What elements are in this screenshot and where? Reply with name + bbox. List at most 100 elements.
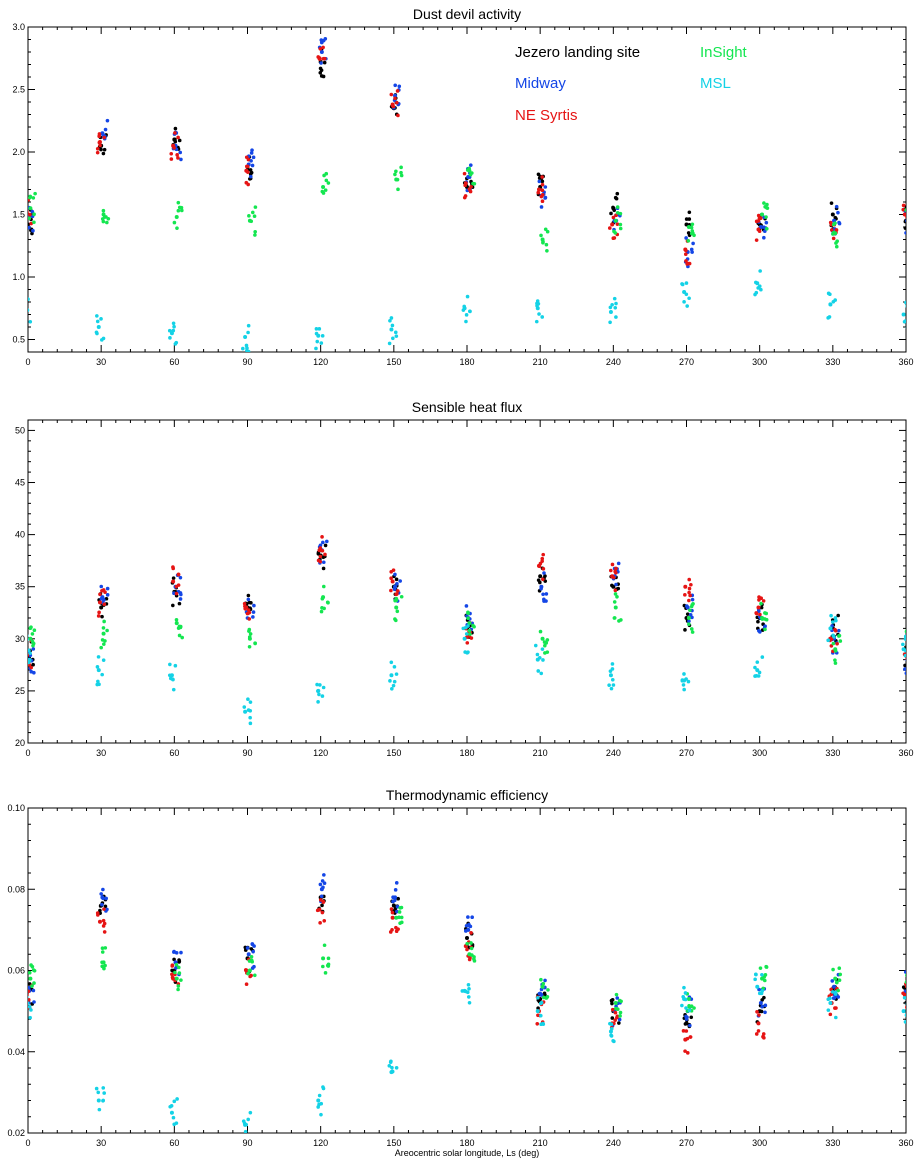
point-ne-syrtis (28, 989, 31, 994)
point-ne-syrtis (249, 973, 253, 978)
point-msl (758, 269, 762, 273)
point-ne-syrtis (541, 567, 546, 571)
point-insight (690, 630, 695, 634)
point-msl (753, 977, 757, 982)
point-msl (535, 301, 539, 306)
point-midway (250, 966, 255, 970)
point-insight (763, 627, 767, 632)
point-ne-syrtis (689, 582, 693, 587)
point-ne-syrtis (23, 220, 27, 224)
point-jezero-landing-site (830, 212, 835, 217)
point-ne-syrtis (97, 140, 102, 145)
point-msl (535, 1009, 540, 1014)
point-jezero-landing-site (611, 205, 615, 210)
point-msl (22, 310, 26, 314)
point-ne-syrtis (98, 592, 102, 597)
point-midway (617, 1017, 622, 1022)
x-tick-label: 360 (898, 748, 913, 758)
point-midway (760, 1004, 764, 1009)
point-midway (906, 656, 910, 660)
point-msl (537, 655, 542, 660)
point-midway (99, 892, 103, 896)
point-msl (315, 682, 319, 687)
point-msl (244, 343, 249, 348)
point-midway (615, 996, 620, 1000)
point-jezero-landing-site (829, 201, 834, 205)
point-midway (541, 592, 545, 597)
point-msl (24, 647, 28, 651)
point-ne-syrtis (246, 170, 250, 174)
point-insight (31, 968, 36, 972)
point-jezero-landing-site (249, 947, 254, 951)
point-midway (543, 978, 547, 983)
point-ne-syrtis (315, 908, 320, 913)
point-msl (28, 1015, 32, 1020)
point-ne-syrtis (321, 900, 326, 904)
point-insight (905, 973, 906, 977)
point-msl (753, 280, 758, 285)
point-insight (394, 915, 399, 920)
point-msl (319, 1112, 323, 1117)
point-ne-syrtis (687, 586, 692, 591)
point-insight (689, 627, 694, 631)
point-msl (392, 679, 397, 684)
point-jezero-landing-site (909, 655, 913, 659)
point-insight (100, 946, 105, 951)
point-msl (246, 1117, 251, 1122)
point-msl (248, 709, 253, 713)
point-midway (910, 647, 914, 651)
point-ne-syrtis (536, 190, 541, 195)
point-ne-syrtis (102, 907, 106, 911)
point-msl (901, 312, 906, 317)
point-jezero-landing-site (319, 68, 324, 73)
y-tick-label: 40 (15, 530, 25, 540)
point-midway (684, 1014, 688, 1019)
point-midway (322, 873, 326, 877)
point-msl (22, 298, 26, 302)
point-ne-syrtis (469, 931, 473, 935)
point-insight (469, 946, 474, 951)
y-tick-label: 2.5 (12, 85, 25, 95)
point-msl (94, 1086, 99, 1091)
point-midway (391, 895, 395, 899)
point-midway (687, 619, 691, 623)
y-tick-label: 0.06 (7, 966, 25, 976)
x-tick-label: 90 (242, 1138, 252, 1148)
point-insight (177, 971, 182, 975)
point-insight (28, 216, 32, 221)
point-insight (545, 995, 550, 999)
point-ne-syrtis (176, 135, 180, 140)
point-msl (28, 308, 30, 312)
point-midway (32, 1000, 36, 1004)
point-insight (613, 1001, 618, 1005)
point-ne-syrtis (469, 184, 473, 189)
x-tick-label: 270 (679, 1138, 694, 1148)
point-ne-syrtis (246, 157, 251, 162)
point-msl (903, 653, 906, 658)
point-jezero-landing-site (903, 226, 906, 230)
point-midway (319, 38, 324, 42)
point-ne-syrtis (610, 222, 615, 227)
point-ne-syrtis (95, 911, 100, 915)
point-midway (908, 971, 912, 975)
point-midway (543, 185, 548, 189)
point-ne-syrtis (908, 993, 912, 997)
point-ne-syrtis (24, 653, 28, 657)
point-ne-syrtis (389, 92, 394, 97)
point-ne-syrtis (754, 611, 759, 615)
point-insight (764, 964, 768, 969)
point-msl (387, 1063, 392, 1068)
point-midway (905, 219, 906, 223)
point-ne-syrtis (612, 236, 617, 240)
point-ne-syrtis (390, 910, 395, 915)
point-msl (760, 973, 764, 977)
point-jezero-landing-site (685, 612, 690, 616)
point-midway (246, 952, 251, 957)
point-insight (764, 226, 769, 231)
point-msl (682, 985, 686, 990)
point-insight (394, 598, 399, 603)
point-jezero-landing-site (321, 74, 326, 79)
point-insight (179, 205, 184, 210)
point-ne-syrtis (322, 56, 327, 61)
point-insight (905, 629, 906, 632)
